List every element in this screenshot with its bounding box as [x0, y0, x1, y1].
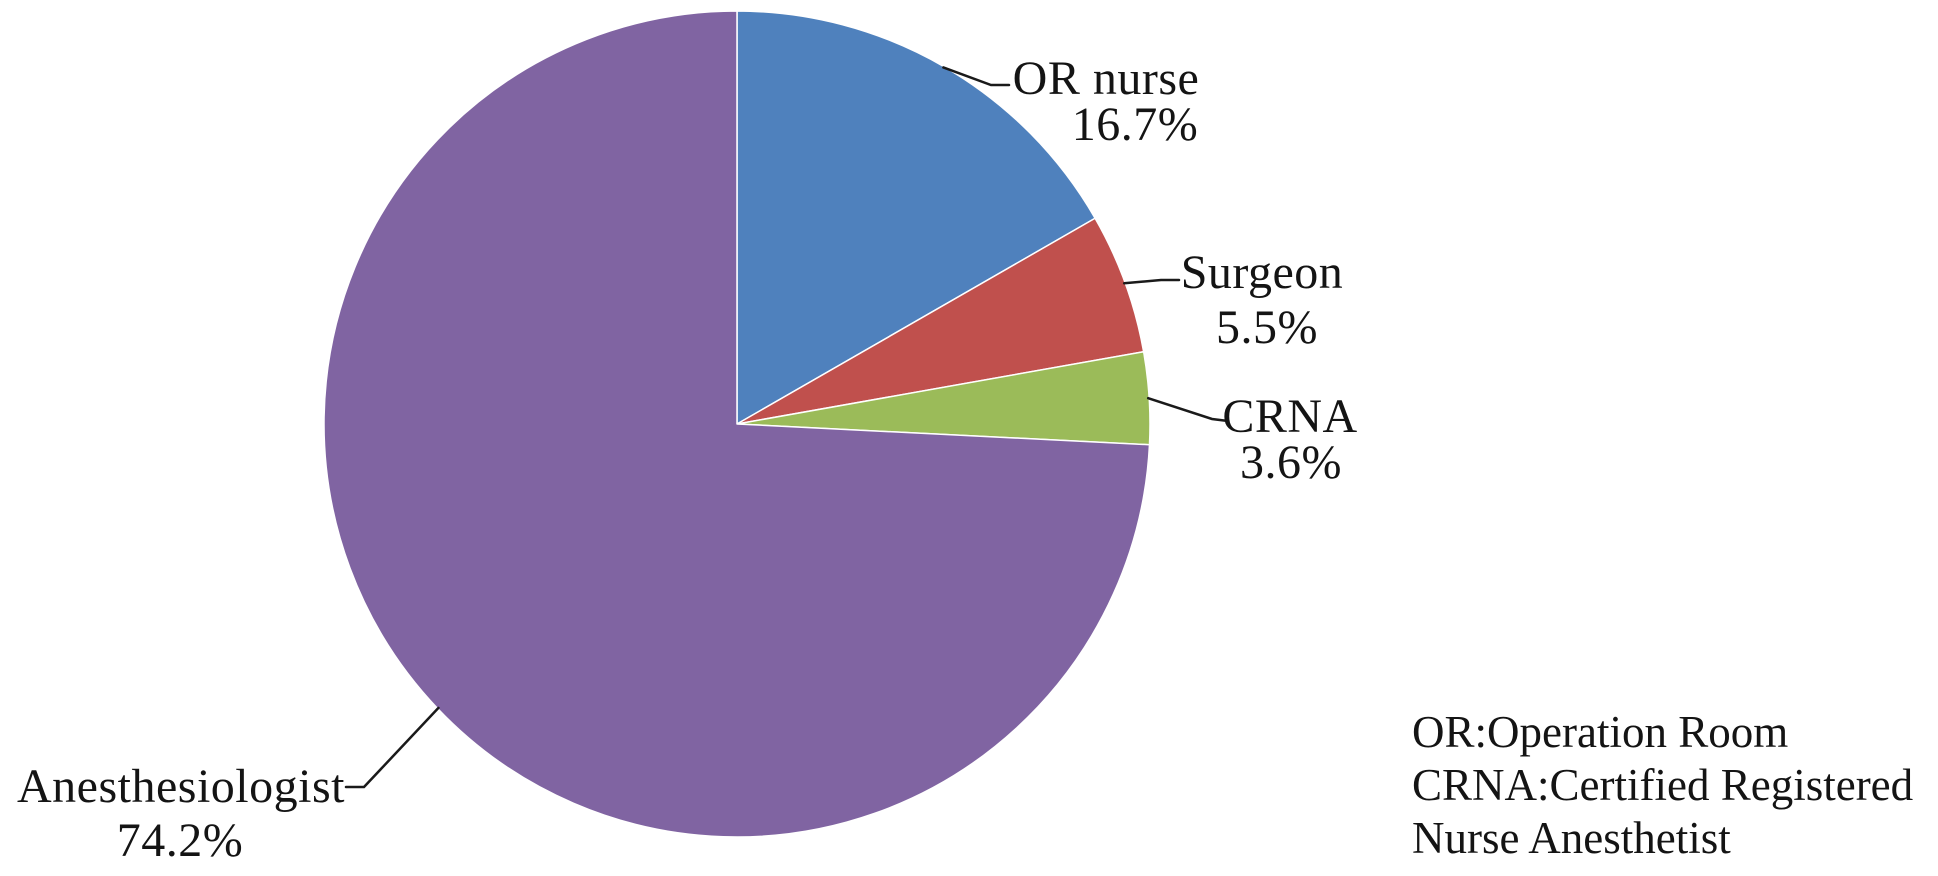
slice-label-percent: 5.5%: [1216, 301, 1318, 354]
leader-line-anesthesiologist: [344, 706, 440, 789]
slice-label-name: OR nurse: [1013, 52, 1200, 105]
slice-label-name: Surgeon: [1181, 246, 1344, 299]
note-line: OR:Operation Room: [1412, 707, 1789, 757]
abbreviation-note: OR:Operation Room CRNA:Certified Registe…: [1412, 706, 1932, 865]
slice-label-name: Anesthesiologist: [17, 760, 345, 813]
slice-label-percent: 16.7%: [1072, 98, 1198, 151]
leader-line-or-nurse: [942, 66, 1011, 87]
note-line: CRNA:Certified Registered: [1412, 760, 1914, 810]
leader-line-crna: [1146, 396, 1230, 423]
leader-line-surgeon: [1122, 278, 1181, 285]
slice-label-percent: 74.2%: [117, 814, 243, 867]
slice-label-name: CRNA: [1222, 390, 1357, 443]
note-line: Nurse Anesthetist: [1412, 813, 1731, 863]
slice-label-percent: 3.6%: [1240, 436, 1342, 489]
